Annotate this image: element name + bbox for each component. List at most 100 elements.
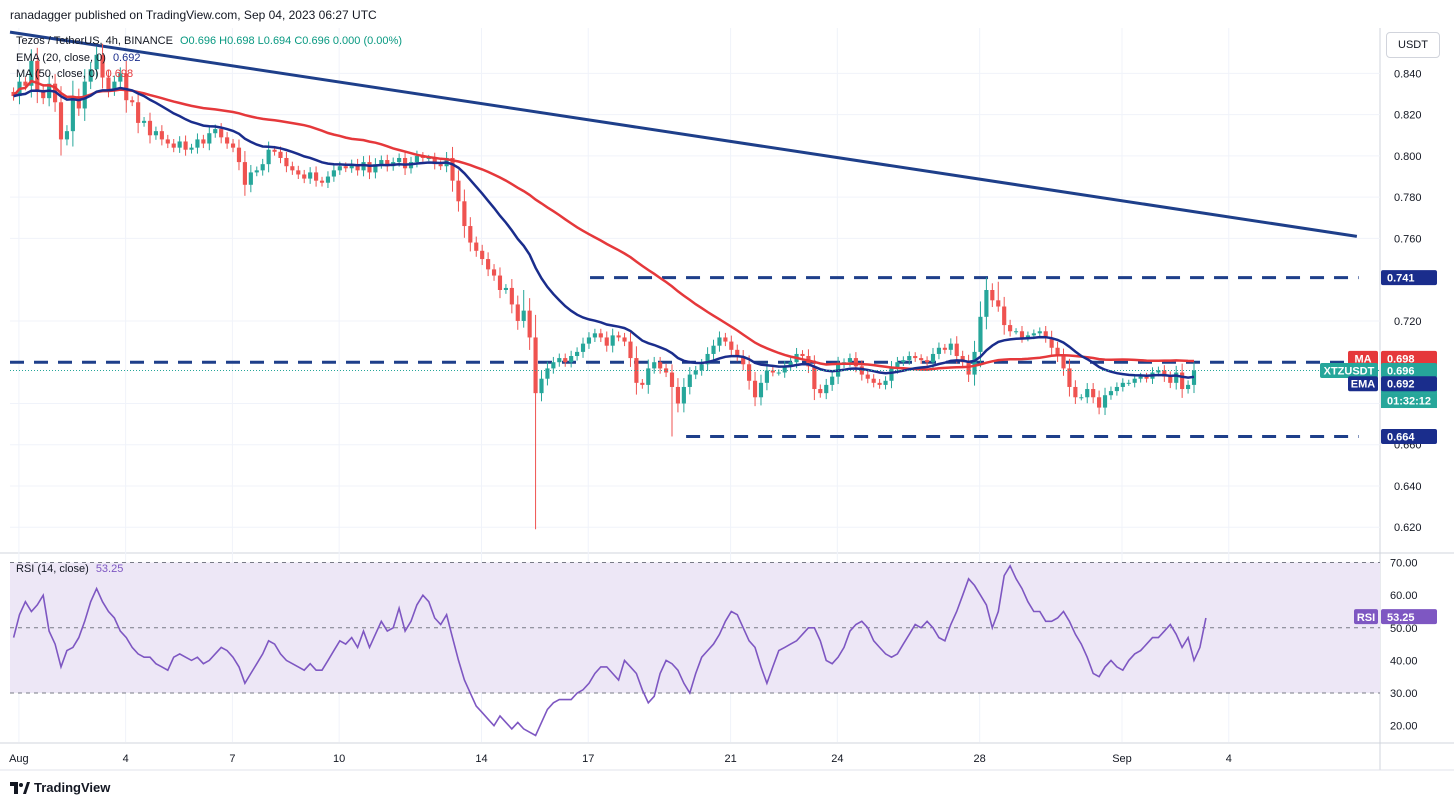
candle-body[interactable]: [23, 81, 28, 86]
candle-body[interactable]: [919, 358, 924, 361]
candle-body[interactable]: [153, 131, 159, 136]
candle-body[interactable]: [1126, 382, 1131, 384]
candle-body[interactable]: [462, 201, 467, 227]
candle-body[interactable]: [284, 157, 289, 167]
candle-body[interactable]: [1013, 331, 1019, 333]
candle-body[interactable]: [355, 164, 360, 171]
candle-body[interactable]: [1037, 331, 1042, 334]
candle-body[interactable]: [752, 380, 758, 398]
candle-body[interactable]: [996, 300, 1001, 307]
candle-body[interactable]: [978, 316, 983, 352]
candle-body[interactable]: [201, 139, 206, 144]
candle-body[interactable]: [1031, 333, 1036, 336]
candle-body[interactable]: [58, 102, 64, 140]
candle-body[interactable]: [1120, 382, 1125, 387]
candle-body[interactable]: [112, 81, 117, 90]
candle-body[interactable]: [474, 242, 479, 251]
candle-body[interactable]: [225, 137, 230, 144]
candle-body[interactable]: [1144, 376, 1149, 379]
candle-body[interactable]: [1091, 389, 1096, 398]
candle-body[interactable]: [189, 147, 194, 150]
candle-body[interactable]: [106, 77, 111, 90]
candle-body[interactable]: [859, 366, 864, 375]
candle-body[interactable]: [711, 345, 716, 354]
candle-body[interactable]: [901, 360, 906, 363]
candle-body[interactable]: [1162, 370, 1167, 377]
candle-body[interactable]: [883, 380, 888, 385]
candle-body[interactable]: [1002, 306, 1007, 326]
candle-body[interactable]: [70, 96, 75, 132]
candle-body[interactable]: [1132, 378, 1137, 383]
candle-body[interactable]: [272, 149, 277, 152]
candle-body[interactable]: [266, 149, 271, 165]
candle-body[interactable]: [159, 131, 164, 140]
candle-body[interactable]: [1067, 368, 1072, 387]
candle-body[interactable]: [450, 157, 455, 181]
candle-body[interactable]: [824, 384, 829, 394]
descending-trendline[interactable]: [9, 30, 1358, 238]
candle-body[interactable]: [610, 335, 615, 346]
candle-body[interactable]: [930, 353, 936, 363]
candle-body[interactable]: [414, 155, 420, 163]
candle-body[interactable]: [1079, 397, 1084, 399]
candle-body[interactable]: [278, 151, 283, 158]
candle-body[interactable]: [1097, 397, 1102, 408]
candle-body[interactable]: [94, 54, 99, 70]
candle-body[interactable]: [1102, 395, 1108, 408]
candle-body[interactable]: [1043, 331, 1048, 338]
candle-body[interactable]: [936, 347, 942, 354]
candle-body[interactable]: [705, 353, 710, 365]
candle-body[interactable]: [865, 374, 870, 379]
candle-body[interactable]: [598, 333, 603, 338]
candle-body[interactable]: [1055, 347, 1060, 357]
candle-body[interactable]: [230, 143, 236, 148]
candle-body[interactable]: [788, 362, 793, 367]
candle-body[interactable]: [972, 351, 977, 375]
candle-body[interactable]: [1025, 335, 1030, 338]
candle-body[interactable]: [758, 382, 764, 398]
candle-body[interactable]: [367, 162, 372, 173]
candle-body[interactable]: [219, 129, 224, 138]
candle-body[interactable]: [147, 120, 153, 136]
candle-body[interactable]: [100, 54, 105, 78]
candle-body[interactable]: [11, 91, 16, 97]
candle-body[interactable]: [604, 337, 609, 346]
candle-body[interactable]: [88, 69, 93, 82]
candle-body[interactable]: [76, 96, 81, 109]
candle-body[interactable]: [171, 143, 176, 148]
candle-body[interactable]: [646, 368, 651, 385]
candle-body[interactable]: [314, 172, 319, 181]
candle-body[interactable]: [741, 356, 746, 365]
candle-body[interactable]: [681, 386, 686, 404]
candle-body[interactable]: [136, 102, 141, 123]
candle-body[interactable]: [812, 366, 817, 390]
candle-body[interactable]: [41, 89, 46, 99]
candle-body[interactable]: [545, 368, 550, 379]
candle-body[interactable]: [818, 389, 823, 394]
candle-body[interactable]: [735, 349, 740, 357]
candle-body[interactable]: [1085, 389, 1090, 398]
candle-body[interactable]: [242, 162, 247, 185]
candle-body[interactable]: [195, 139, 200, 148]
ema-legend[interactable]: EMA (20, close, 0) 0.692: [16, 52, 140, 64]
candle-body[interactable]: [1138, 376, 1143, 379]
candle-body[interactable]: [575, 351, 580, 357]
candle-body[interactable]: [1180, 372, 1185, 390]
candle-body[interactable]: [468, 226, 473, 243]
candle-body[interactable]: [895, 362, 900, 369]
candle-body[interactable]: [480, 250, 485, 260]
candle-body[interactable]: [984, 290, 989, 317]
candle-body[interactable]: [847, 358, 853, 363]
candle-body[interactable]: [853, 358, 858, 367]
candle-body[interactable]: [373, 164, 378, 173]
rsi-line[interactable]: [12, 564, 1207, 737]
candle-body[interactable]: [913, 356, 918, 359]
candle-body[interactable]: [907, 356, 912, 361]
candle-body[interactable]: [563, 358, 568, 363]
candle-body[interactable]: [699, 364, 704, 371]
candle-body[interactable]: [1019, 331, 1025, 338]
candle-body[interactable]: [640, 382, 645, 385]
candle-body[interactable]: [942, 347, 947, 350]
candle-body[interactable]: [296, 170, 301, 175]
candle-body[interactable]: [290, 166, 295, 171]
